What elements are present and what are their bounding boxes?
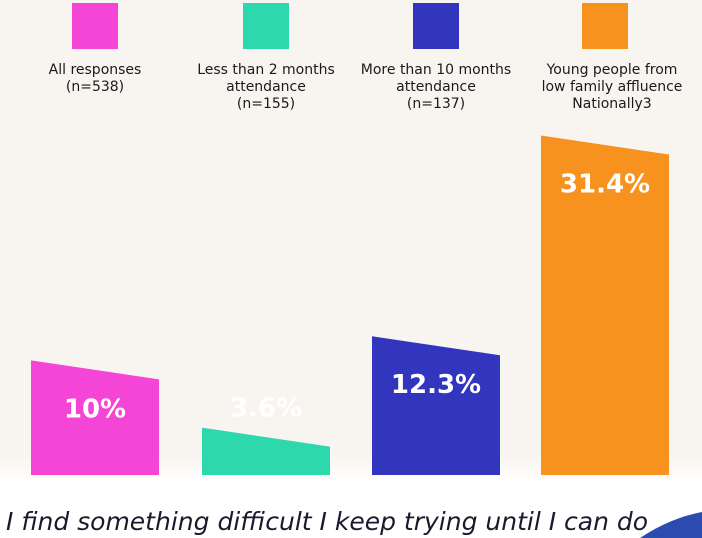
decoration [640,512,702,538]
value-label: 3.6% [230,394,302,424]
legend-label: More than 10 months [361,62,511,78]
legend-label: Young people from [546,62,678,78]
legend-label: (n=538) [66,79,124,95]
legend-swatch [582,3,628,49]
bar [31,360,159,475]
value-label: 10% [64,394,126,424]
bar [372,336,500,475]
legend-label: low family affluence [542,79,683,95]
bar [541,135,669,475]
bar [202,427,330,475]
legend-swatch [243,3,289,49]
caption: I find something difficult I keep trying… [6,507,648,536]
legend-label: (n=137) [407,96,465,112]
value-label: 31.4% [560,170,650,200]
legend-label: Less than 2 months [197,62,335,78]
bars: All responses(n=538) 10% Less than 2 month… [31,3,682,475]
legend-swatch [72,3,118,49]
legend-label: attendance [226,79,306,95]
legend-swatch [413,3,459,49]
legend-label: (n=155) [237,96,295,112]
legend-label: All responses [49,62,142,78]
legend-label: Nationally3 [572,96,651,112]
legend-label: attendance [396,79,476,95]
value-label: 12.3% [391,370,481,400]
